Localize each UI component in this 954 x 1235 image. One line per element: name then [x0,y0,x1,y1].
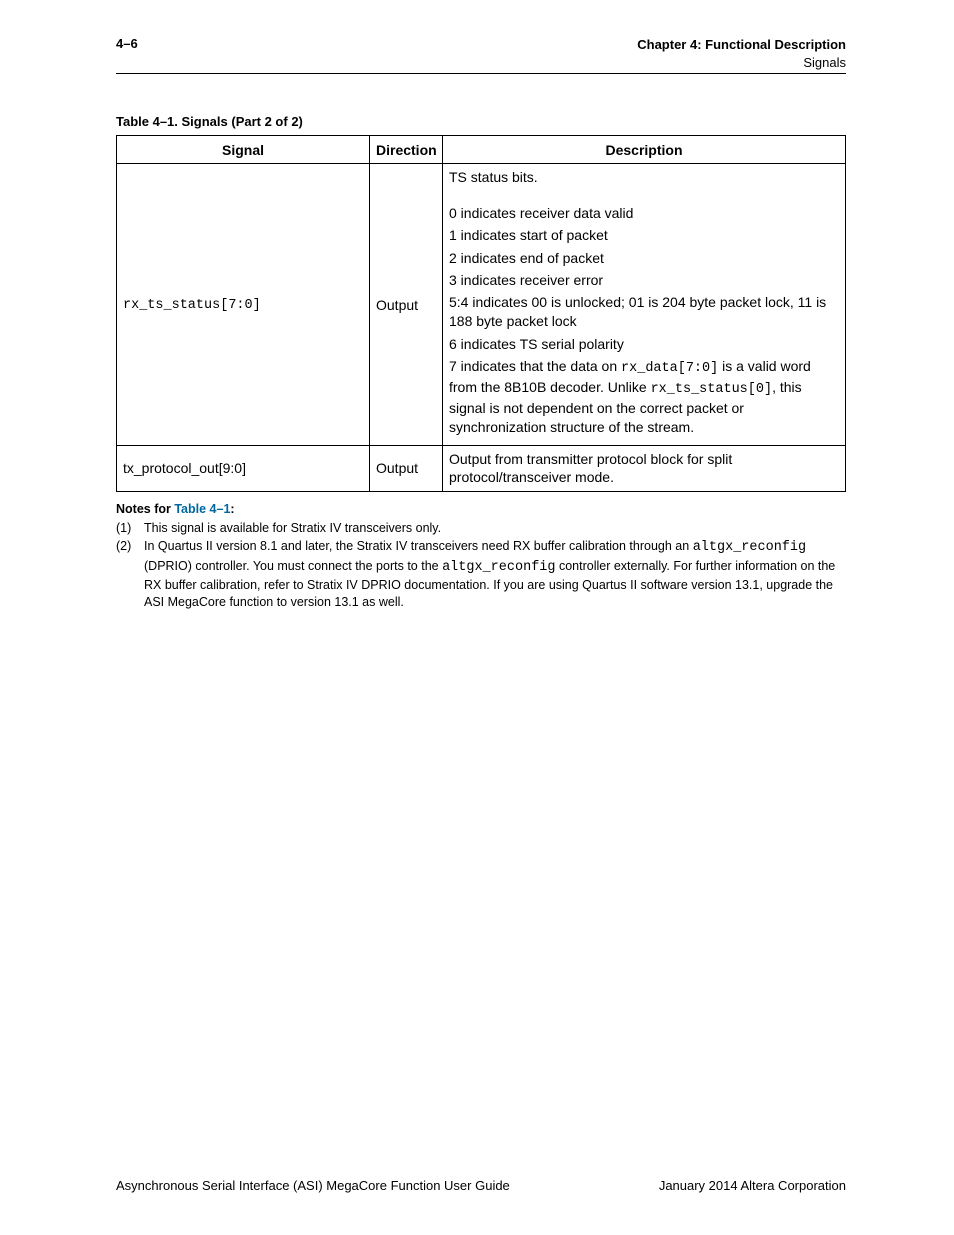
desc-line: 5:4 indicates 00 is unlocked; 01 is 204 … [449,293,839,331]
desc-line: 6 indicates TS serial polarity [449,335,839,353]
txt: In Quartus II version 8.1 and later, the… [144,539,693,553]
txt: (DPRIO) controller. You must connect the… [144,559,442,573]
table-header-row: Signal Direction Description [117,136,846,164]
desc-line: 0 indicates receiver data valid [449,204,839,222]
page: 4–6 Chapter 4: Functional Description Si… [0,0,954,1235]
table-caption: Table 4–1. Signals (Part 2 of 2) [116,114,846,129]
txt: 7 indicates that the data on [449,358,621,374]
notes-title-post: : [230,502,234,516]
notes-title-pre: Notes for [116,502,174,516]
code: rx_data[7:0] [621,361,718,376]
footer-left: Asynchronous Serial Interface (ASI) Mega… [116,1178,510,1193]
col-direction: Direction [370,136,443,164]
col-signal: Signal [117,136,370,164]
code: rx_ts_status[0] [651,382,773,397]
page-footer: Asynchronous Serial Interface (ASI) Mega… [116,1178,846,1193]
cell-description: Output from transmitter protocol block f… [443,446,846,491]
footer-right: January 2014 Altera Corporation [659,1178,846,1193]
note-text: This signal is available for Stratix IV … [144,520,846,537]
cell-description: TS status bits. 0 indicates receiver dat… [443,164,846,446]
header-right: Chapter 4: Functional Description Signal… [637,36,846,71]
table-caption-text: Table 4–1. Signals (Part 2 of 2) [116,114,303,129]
cell-direction: Output [370,164,443,446]
note-number: (2) [116,538,144,610]
col-description: Description [443,136,846,164]
signal-name: rx_ts_status[7:0] [123,298,261,313]
section-title: Signals [637,54,846,72]
note-item: (1) This signal is available for Stratix… [116,520,846,537]
cell-signal: tx_protocol_out[9:0] [117,446,370,491]
desc-line-last: 7 indicates that the data on rx_data[7:0… [449,357,839,437]
notes-title: Notes for Table 4–1: [116,502,846,516]
chapter-title: Chapter 4: Functional Description [637,36,846,54]
page-header: 4–6 Chapter 4: Functional Description Si… [116,36,846,74]
note-text: In Quartus II version 8.1 and later, the… [144,538,846,610]
notes-list: (1) This signal is available for Stratix… [116,520,846,611]
cell-direction: Output [370,446,443,491]
code: altgx_reconfig [442,560,555,575]
note-item: (2) In Quartus II version 8.1 and later,… [116,538,846,610]
code: altgx_reconfig [693,540,806,555]
table-row: rx_ts_status[7:0] Output TS status bits.… [117,164,846,446]
note-number: (1) [116,520,144,537]
signals-table: Signal Direction Description rx_ts_statu… [116,135,846,492]
cell-signal: rx_ts_status[7:0] [117,164,370,446]
notes-title-link[interactable]: Table 4–1 [174,502,230,516]
table-row: tx_protocol_out[9:0] Output Output from … [117,446,846,491]
page-number: 4–6 [116,36,138,51]
desc-line: 2 indicates end of packet [449,249,839,267]
desc-line: 1 indicates start of packet [449,226,839,244]
desc-intro: TS status bits. [449,168,839,186]
desc-line: 3 indicates receiver error [449,271,839,289]
